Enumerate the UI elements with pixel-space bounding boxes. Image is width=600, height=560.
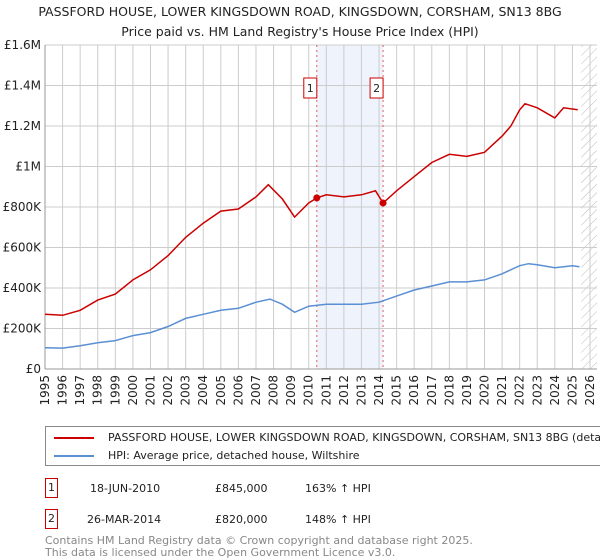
x-tick-label: 2003 xyxy=(179,375,193,406)
x-tick-label: 2010 xyxy=(302,375,316,406)
y-tick-label: £1M xyxy=(15,160,41,174)
x-tick-label: 2002 xyxy=(161,375,175,406)
x-tick-label: 1995 xyxy=(38,375,52,406)
x-tick-label: 2008 xyxy=(267,375,281,406)
x-tick-label: 2024 xyxy=(548,375,562,406)
x-tick-label: 2026 xyxy=(583,375,597,406)
x-tick-label: 2014 xyxy=(372,375,386,406)
x-tick-label: 2007 xyxy=(249,375,263,406)
y-tick-label: £600K xyxy=(3,241,43,255)
chart-subtitle: Price paid vs. HM Land Registry's House … xyxy=(121,24,478,39)
x-tick-label: 2019 xyxy=(460,375,474,406)
x-tick-label: 2005 xyxy=(214,375,228,406)
y-tick-label: £1.4M xyxy=(4,79,41,93)
sale-point xyxy=(379,199,387,207)
x-tick-label: 2016 xyxy=(407,375,421,406)
sale-marker-badge: 2 xyxy=(45,509,58,529)
x-tick-label: 2006 xyxy=(231,375,245,406)
sale-date: 26-MAR-2014 xyxy=(87,513,162,526)
x-tick-label: 2023 xyxy=(530,375,544,406)
sale-price: £845,000 xyxy=(215,482,268,495)
legend-label-hpi: HPI: Average price, detached house, Wilt… xyxy=(108,449,360,462)
x-tick-label: 1996 xyxy=(56,375,70,406)
sale-marker-label: 1 xyxy=(307,82,314,95)
x-tick-label: 2012 xyxy=(337,375,351,406)
x-tick-label: 2000 xyxy=(126,375,140,406)
sale-row: 1 18-JUN-2010 £845,000 163% ↑ HPI xyxy=(45,478,545,500)
y-tick-label: £200K xyxy=(3,322,43,336)
legend-label-property: PASSFORD HOUSE, LOWER KINGSDOWN ROAD, KI… xyxy=(108,431,600,444)
sale-marker-box xyxy=(303,77,318,99)
x-tick-label: 2015 xyxy=(390,375,404,406)
y-tick-label: £1.2M xyxy=(4,119,41,133)
chart-title: PASSFORD HOUSE, LOWER KINGSDOWN ROAD, KI… xyxy=(38,4,561,19)
sale-price: £820,000 xyxy=(215,513,268,526)
sale-row: 2 26-MAR-2014 £820,000 148% ↑ HPI xyxy=(45,509,545,531)
sale-date: 18-JUN-2010 xyxy=(90,482,161,495)
x-tick-label: 2018 xyxy=(442,375,456,406)
y-tick-label: £400K xyxy=(3,281,43,295)
price-chart: PASSFORD HOUSE, LOWER KINGSDOWN ROAD, KI… xyxy=(3,4,597,406)
y-tick-label: £0 xyxy=(26,362,41,376)
y-tick-label: £1.6M xyxy=(4,38,41,52)
x-tick-label: 2022 xyxy=(513,375,527,406)
x-tick-label: 2001 xyxy=(143,375,157,406)
sale-marker-label: 2 xyxy=(373,82,380,95)
sale-point xyxy=(313,194,321,202)
legend: PASSFORD HOUSE, LOWER KINGSDOWN ROAD, KI… xyxy=(45,426,600,466)
x-tick-label: 2025 xyxy=(565,375,579,406)
x-tick-label: 2017 xyxy=(425,375,439,406)
x-tick-label: 2004 xyxy=(196,375,210,406)
sale-marker-badge: 1 xyxy=(45,478,58,498)
x-tick-label: 1997 xyxy=(73,375,87,406)
x-tick-label: 2013 xyxy=(354,375,368,406)
x-tick-label: 2011 xyxy=(319,375,333,406)
x-tick-label: 2009 xyxy=(284,375,298,406)
x-tick-label: 1998 xyxy=(91,375,105,406)
x-tick-label: 2021 xyxy=(495,375,509,406)
sale-marker-box xyxy=(369,77,384,99)
footer-copyright: Contains HM Land Registry data © Crown c… xyxy=(45,534,473,547)
x-tick-label: 1999 xyxy=(108,375,122,406)
legend-swatch-hpi xyxy=(54,454,94,457)
sale-hpi-change: 148% ↑ HPI xyxy=(305,513,371,526)
hpi-line xyxy=(44,262,580,349)
property-price-line xyxy=(44,102,578,317)
sale-hpi-change: 163% ↑ HPI xyxy=(305,482,371,495)
footer-licence: This data is licensed under the Open Gov… xyxy=(45,546,396,559)
legend-swatch-property xyxy=(54,436,94,439)
y-tick-label: £800K xyxy=(3,200,43,214)
x-tick-label: 2020 xyxy=(478,375,492,406)
